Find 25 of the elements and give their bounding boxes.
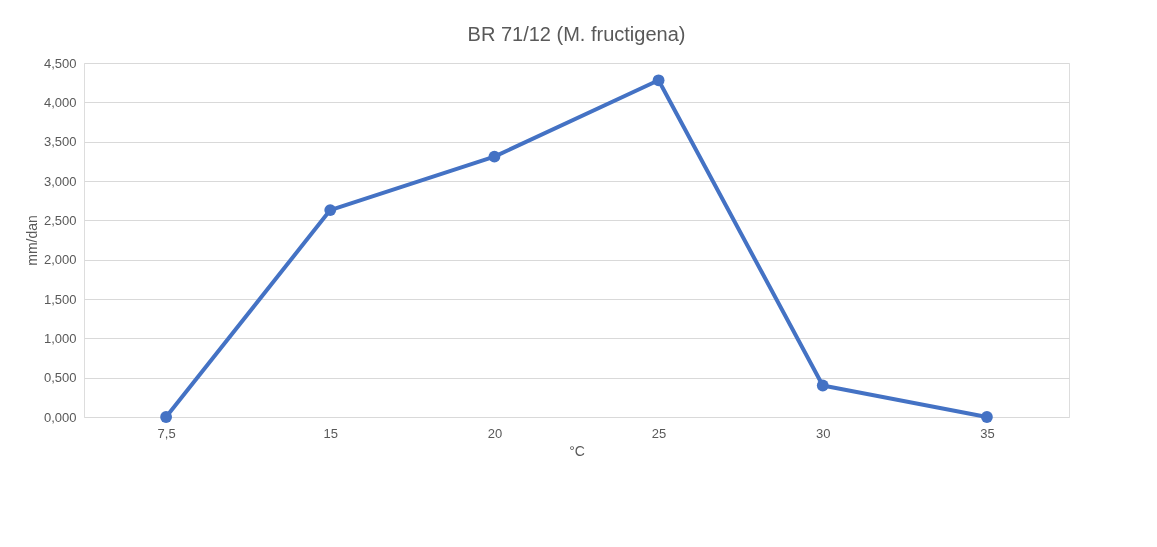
y-tick-label: 2,000 <box>43 252 77 268</box>
chart-title: BR 71/12 (M. fructigena) <box>467 23 686 45</box>
y-tick-label: 1,500 <box>43 291 77 307</box>
y-tick-label: 3,000 <box>43 173 77 189</box>
point <box>160 411 172 423</box>
x-tick-label: 35 <box>980 425 995 441</box>
x-tick-label: 30 <box>816 425 831 441</box>
point <box>488 150 501 163</box>
y-tick-label: 2,500 <box>43 212 77 228</box>
y-tick-label: 3,500 <box>43 134 77 150</box>
y-tick-label: 1,000 <box>43 330 77 346</box>
x-tick-label: 20 <box>487 425 503 441</box>
y-tick-label: 0,000 <box>43 409 77 425</box>
point <box>324 204 337 217</box>
point <box>652 74 665 87</box>
y-axis-title: mm/dan <box>23 215 40 266</box>
y-tick-label: 4,000 <box>43 94 77 110</box>
point <box>981 411 993 423</box>
y-tick-label: 0,500 <box>43 370 77 386</box>
x-tick-label: 7,5 <box>157 425 176 441</box>
x-axis-title: °C <box>569 442 585 459</box>
point <box>816 379 829 392</box>
x-tick-label: 25 <box>651 425 667 441</box>
y-tick-label: 4,500 <box>43 55 77 71</box>
x-tick-label: 15 <box>323 425 338 441</box>
